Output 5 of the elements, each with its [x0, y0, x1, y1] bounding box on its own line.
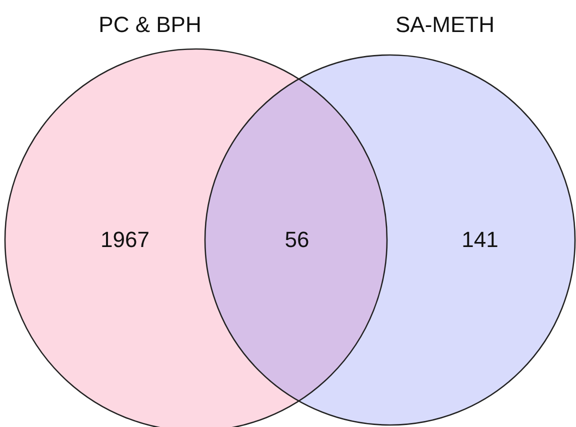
- category-label: SA-METH: [396, 12, 494, 37]
- data-label: 141: [462, 227, 498, 252]
- category-label: PC & BPH: [98, 12, 202, 37]
- data-label: 1967: [100, 227, 150, 252]
- data-label: 56: [284, 227, 310, 252]
